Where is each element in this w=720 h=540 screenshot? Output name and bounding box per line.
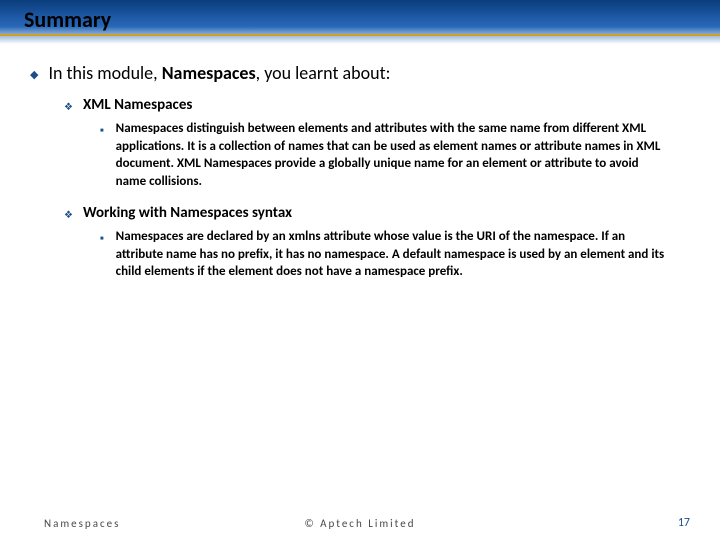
section-heading-row: ❖ Working with Namespaces syntax bbox=[64, 204, 690, 222]
diamond-bullet-icon: ◆ bbox=[30, 68, 38, 81]
footer-center: © Aptech Limited bbox=[305, 517, 416, 530]
header-underline bbox=[0, 34, 720, 36]
footer-page-number: 17 bbox=[678, 516, 690, 530]
section-heading: XML Namespaces bbox=[83, 96, 192, 114]
square-bullet-icon: ■ bbox=[100, 126, 104, 134]
slide-title: Summary bbox=[24, 6, 111, 33]
section-body-row: ■ Namespaces distinguish between element… bbox=[100, 120, 690, 190]
arrow-bullet-icon: ❖ bbox=[64, 100, 73, 113]
section-body: Namespaces are declared by an xmlns attr… bbox=[116, 228, 690, 281]
intro-text: In this module, Namespaces, you learnt a… bbox=[48, 62, 390, 84]
square-bullet-icon: ■ bbox=[100, 234, 104, 242]
section-heading-row: ❖ XML Namespaces bbox=[64, 96, 690, 114]
intro-after: , you learnt about: bbox=[256, 62, 391, 84]
intro-before: In this module, bbox=[48, 62, 161, 84]
footer-left: Namespaces bbox=[44, 517, 120, 530]
section-heading: Working with Namespaces syntax bbox=[83, 204, 292, 222]
content-area: ◆ In this module, Namespaces, you learnt… bbox=[0, 44, 720, 281]
section-body-row: ■ Namespaces are declared by an xmlns at… bbox=[100, 228, 690, 281]
section-body: Namespaces distinguish between elements … bbox=[116, 120, 690, 190]
arrow-bullet-icon: ❖ bbox=[64, 208, 73, 221]
intro-row: ◆ In this module, Namespaces, you learnt… bbox=[30, 62, 690, 84]
footer: Namespaces © Aptech Limited 17 bbox=[0, 510, 720, 530]
intro-bold: Namespaces bbox=[162, 62, 256, 84]
